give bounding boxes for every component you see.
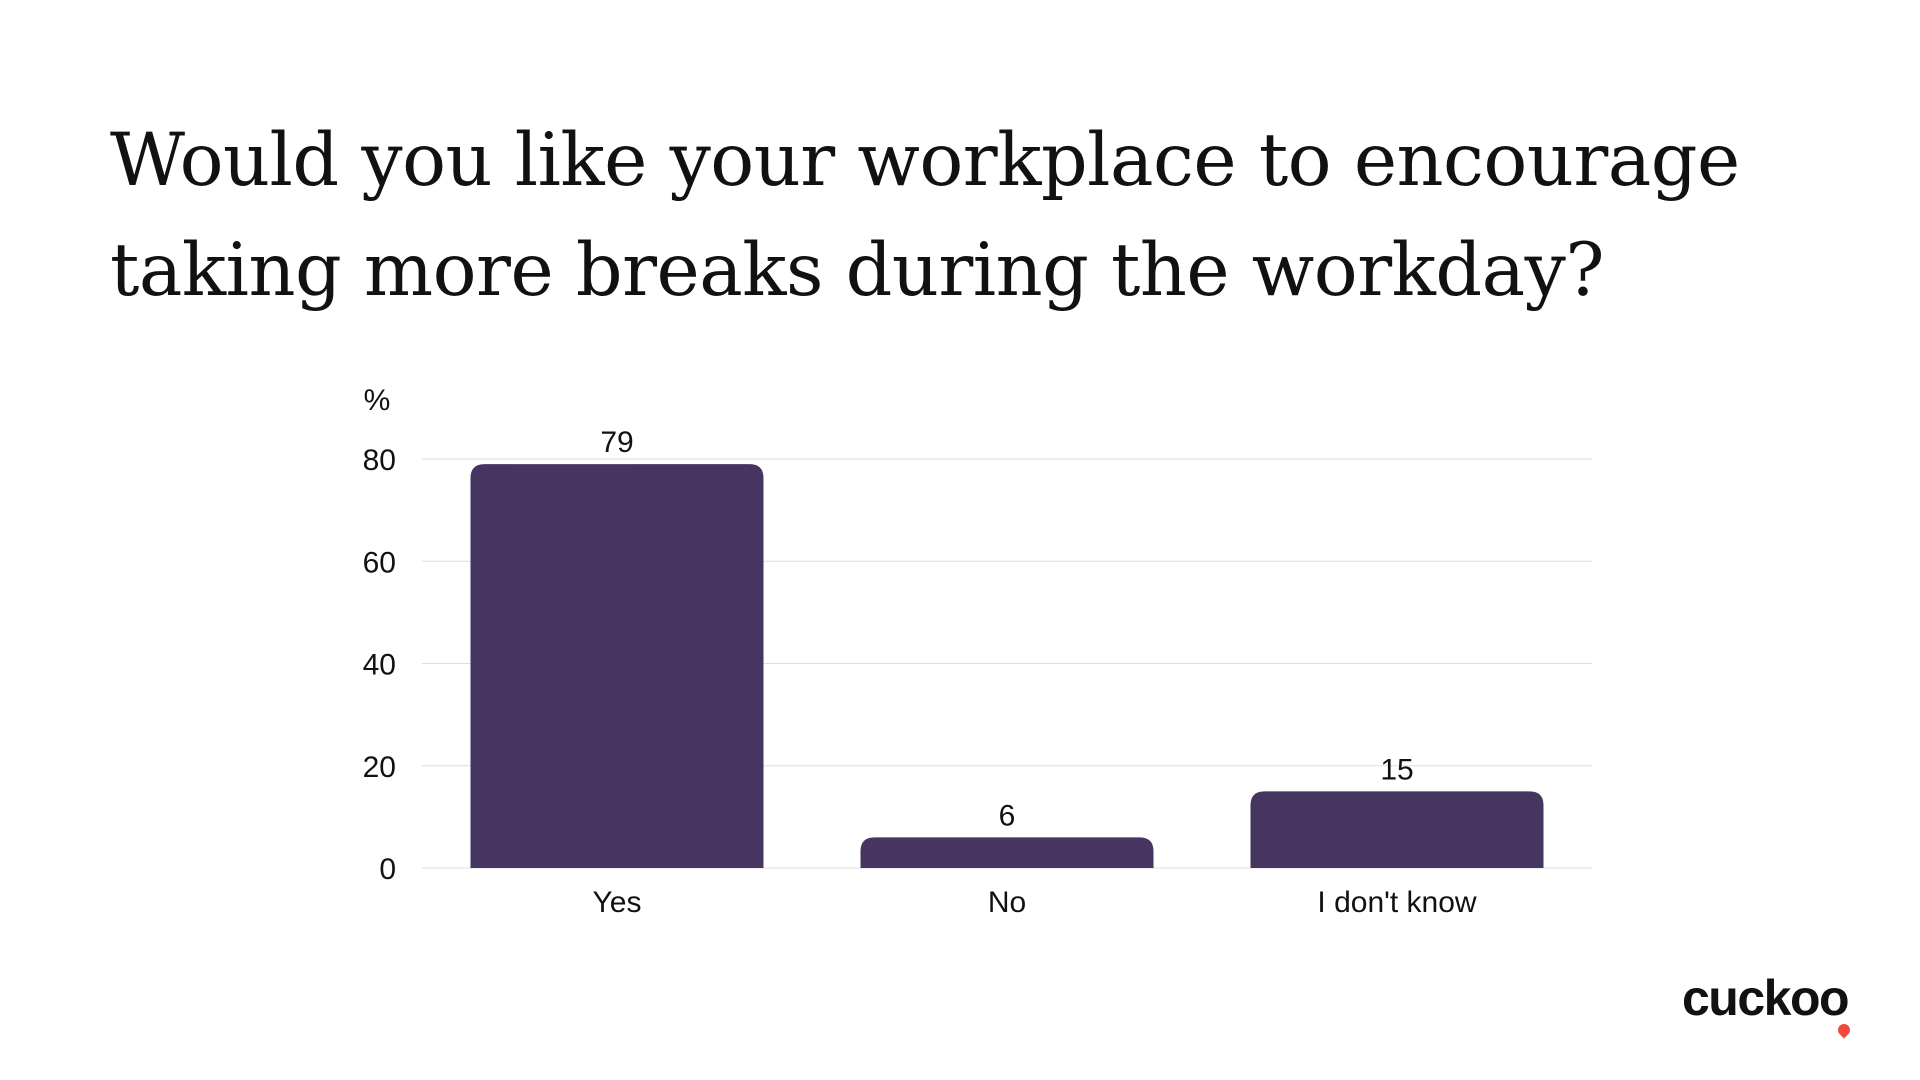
bar-i-don-t-know [1250,791,1544,868]
page-title: Would you like your workplace to encoura… [110,106,1760,326]
bar-no [860,837,1154,868]
bar-yes [470,464,764,868]
y-tick-label: 60 [363,546,396,579]
cuckoo-logo: cuckoo [1682,968,1882,1050]
y-tick-label: 0 [379,853,396,886]
y-tick-label: 40 [363,649,396,682]
data-label: 6 [999,799,1016,832]
data-label: 79 [600,426,633,459]
data-label: 15 [1380,753,1413,786]
y-tick-label: 20 [363,751,396,784]
title-line-2: taking more breaks during the workday? [110,228,1605,313]
y-tick-label: 80 [363,444,396,477]
x-tick-label: Yes [593,886,642,919]
x-tick-label: No [988,886,1026,919]
y-axis-label: % [364,384,391,417]
title-line-1: Would you like your workplace to encoura… [110,118,1740,203]
brand-wordmark: cuckoo [1682,970,1850,1026]
x-tick-label: I don't know [1317,886,1476,919]
